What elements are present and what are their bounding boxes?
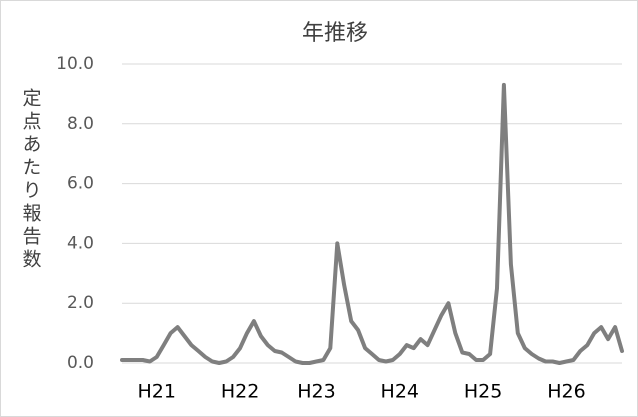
x-tick-label: H22 bbox=[221, 381, 259, 403]
data-line bbox=[120, 82, 624, 365]
x-tick-label: H23 bbox=[297, 381, 335, 403]
y-axis-title: 定点あたり報告数 bbox=[20, 88, 42, 272]
y-tick-label: 8.0 bbox=[67, 114, 94, 134]
chart-title: 年推移 bbox=[302, 21, 368, 46]
y-tick-label: 2.0 bbox=[67, 293, 94, 313]
x-tick-label: H26 bbox=[547, 381, 585, 403]
y-tick-label: 0.0 bbox=[67, 353, 94, 373]
x-tick-label: H25 bbox=[464, 381, 502, 403]
y-tick-label: 4.0 bbox=[67, 233, 94, 253]
x-tick-label: H21 bbox=[137, 381, 175, 403]
x-tick-label: H24 bbox=[381, 381, 419, 403]
y-tick-label: 6.0 bbox=[67, 174, 94, 194]
y-tick-label: 10.0 bbox=[56, 54, 94, 74]
